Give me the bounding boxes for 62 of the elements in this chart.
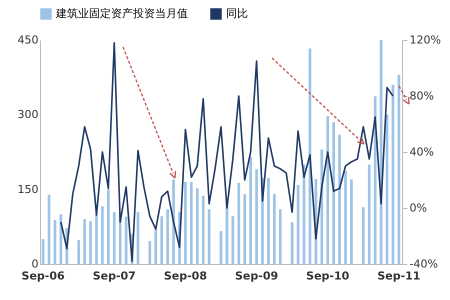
- bar: [208, 209, 210, 264]
- bar: [290, 222, 294, 264]
- bar: [83, 219, 86, 264]
- bar: [160, 216, 164, 264]
- bar: [107, 189, 110, 264]
- bar: [302, 164, 306, 264]
- bar: [243, 194, 246, 264]
- bar: [154, 229, 158, 264]
- bar: [42, 239, 44, 264]
- bar: [344, 170, 347, 264]
- bar: [77, 240, 80, 264]
- y-tick-label: 150: [18, 182, 38, 196]
- y2-tick-label: 40%: [410, 146, 434, 158]
- y2-tick-label: 120%: [410, 34, 441, 46]
- bar: [101, 206, 104, 264]
- bar: [232, 216, 234, 264]
- bar: [278, 209, 282, 264]
- x-tick-label: Sep-10: [306, 270, 350, 282]
- bar: [267, 178, 270, 264]
- y2-tick-label: 0%: [410, 202, 427, 214]
- bar: [332, 122, 335, 264]
- bar: [386, 114, 388, 264]
- bar: [308, 48, 312, 264]
- bar: [237, 182, 240, 264]
- bar: [89, 221, 92, 264]
- bar: [136, 212, 140, 264]
- bar: [350, 179, 353, 264]
- legend-label: 建筑业固定资产投资当月值: [55, 7, 188, 20]
- y-tick-label: 0: [32, 258, 38, 270]
- bar: [48, 194, 50, 264]
- x-tick-label: Sep-06: [22, 270, 66, 282]
- bar: [196, 188, 199, 264]
- bar: [172, 179, 175, 264]
- x-tick-label: Sep-09: [235, 270, 278, 282]
- bar: [392, 84, 394, 264]
- bar: [220, 231, 222, 264]
- y2-tick-label: 80%: [410, 90, 434, 102]
- bar: [249, 156, 252, 264]
- bar: [190, 182, 193, 264]
- x-tick-label: Sep-08: [164, 270, 207, 282]
- bar: [166, 209, 169, 264]
- y-tick-label: 300: [18, 108, 38, 122]
- bar: [398, 74, 400, 264]
- bar: [202, 196, 205, 264]
- bar: [362, 207, 365, 264]
- bar: [338, 134, 341, 264]
- y2-tick-label: -40%: [410, 258, 438, 270]
- bar: [112, 212, 116, 264]
- bar: [368, 164, 371, 264]
- bar: [148, 241, 152, 264]
- bar: [273, 194, 276, 264]
- x-tick-label: Sep-07: [92, 270, 136, 282]
- y-tick-label: 450: [18, 34, 38, 46]
- line-series: [60, 42, 394, 262]
- bar: [54, 220, 56, 264]
- x-tick-label: Sep-11: [377, 270, 420, 282]
- legend-label: 同比: [226, 7, 248, 20]
- bar: [296, 184, 300, 264]
- bar: [255, 169, 258, 264]
- bar: [124, 216, 128, 264]
- bar: [95, 214, 98, 264]
- bar: [184, 182, 187, 264]
